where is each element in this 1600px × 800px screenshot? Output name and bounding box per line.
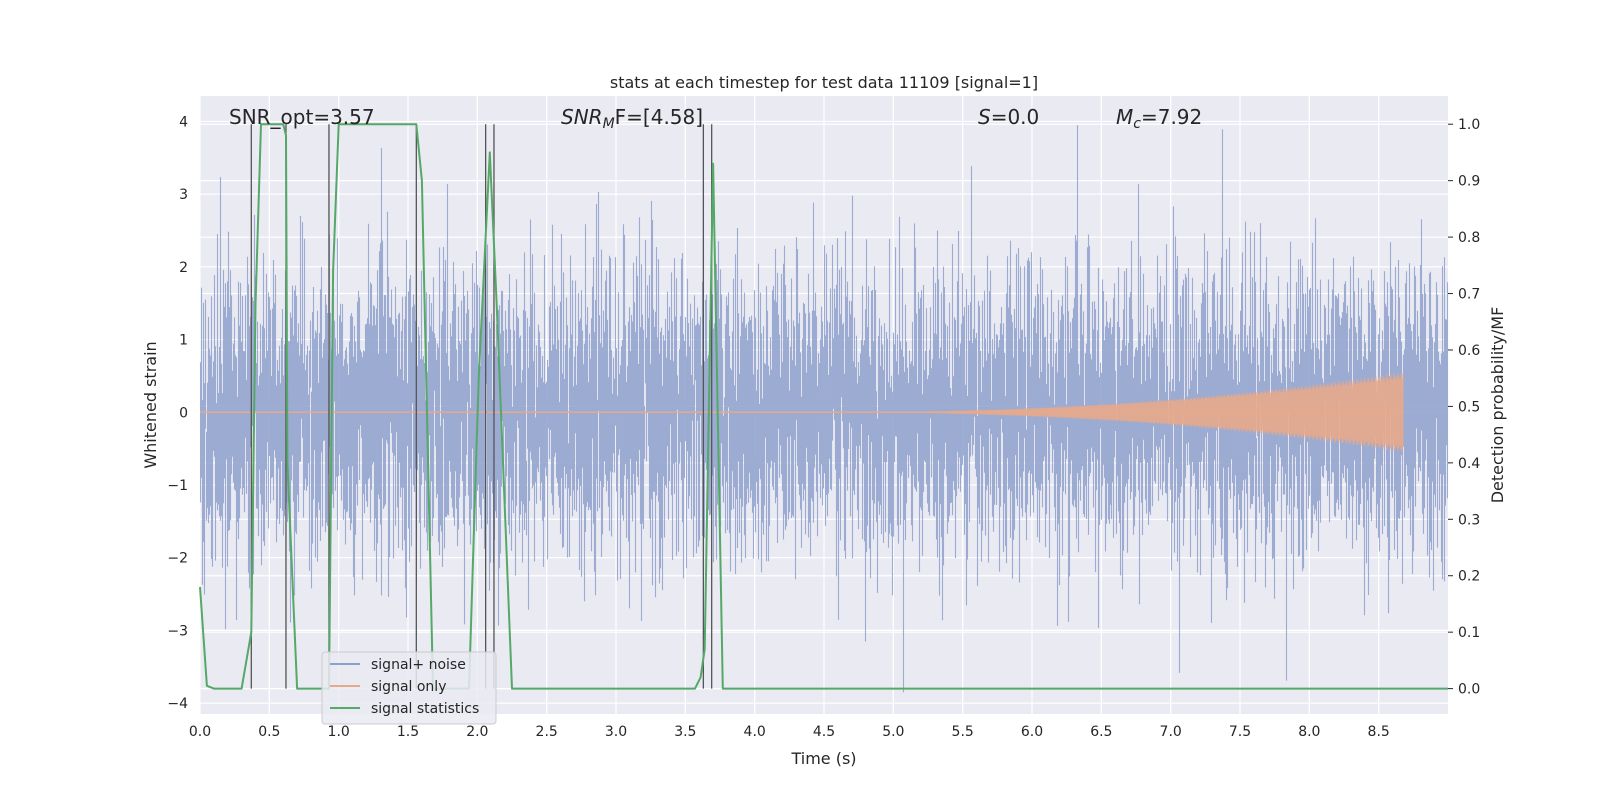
x-axis-label: Time (s) bbox=[790, 749, 856, 768]
y2-tick-label-3: 0.3 bbox=[1458, 512, 1480, 528]
y-tick-label-2: −2 bbox=[167, 551, 188, 567]
plot-content bbox=[199, 123, 1449, 693]
y-tick-label-5: 1 bbox=[179, 333, 188, 349]
y2-tick-label-0: 0.0 bbox=[1458, 682, 1480, 698]
y2-tick-label-2: 0.2 bbox=[1458, 569, 1480, 585]
y-axis-label: Whitened strain bbox=[141, 341, 160, 468]
x-tick-label-14: 7.0 bbox=[1160, 724, 1182, 740]
x-axis-ticks: 0.0 0.5 1.0 1.5 2.0 2.5 3.0 3.5 4.0 4.5 5.0 5.5 6.0 6… bbox=[189, 724, 1390, 740]
annotation-snr-mf: SNRMF=[4.58] bbox=[561, 105, 703, 132]
annotation-snr-opt: SNR_opt=3.57 bbox=[229, 105, 375, 129]
s-value: =0.0 bbox=[991, 105, 1040, 129]
y-tick-label-8: 4 bbox=[179, 114, 188, 130]
y2-tick-label-1: 0.1 bbox=[1458, 625, 1480, 641]
y2-tick-label-10: 1.0 bbox=[1458, 117, 1480, 133]
y2-tick-label-7: 0.7 bbox=[1458, 287, 1480, 303]
y-tick-label-3: −1 bbox=[167, 478, 188, 494]
x-tick-label-12: 6.0 bbox=[1021, 724, 1043, 740]
y2-axis-ticks: 0.0 0.1 0.2 0.3 0.4 0.5 0.6 0.7 0.8 0.9 1.0 bbox=[1448, 117, 1480, 698]
mc-subscript: c bbox=[1133, 116, 1141, 132]
y2-tick-label-6: 0.6 bbox=[1458, 343, 1480, 359]
x-tick-label-6: 3.0 bbox=[605, 724, 627, 740]
y-tick-label-0: −4 bbox=[167, 696, 188, 712]
signal-only-trace bbox=[842, 372, 1404, 452]
snr-mf-prefix: SNR bbox=[561, 105, 603, 129]
x-tick-label-17: 8.5 bbox=[1368, 724, 1390, 740]
x-tick-label-7: 3.5 bbox=[674, 724, 696, 740]
s-variable: S bbox=[978, 105, 991, 129]
annotation-mc: Mc=7.92 bbox=[1116, 105, 1202, 132]
x-tick-label-0: 0.0 bbox=[189, 724, 211, 740]
x-tick-label-10: 5.0 bbox=[882, 724, 904, 740]
snr-mf-suffix: F=[4.58] bbox=[615, 105, 703, 129]
chart-title: stats at each timestep for test data 111… bbox=[610, 73, 1038, 92]
x-tick-label-9: 4.5 bbox=[813, 724, 835, 740]
y2-tick-label-8: 0.8 bbox=[1458, 230, 1480, 246]
legend-label-signal-plus-noise: signal+ noise bbox=[371, 657, 466, 673]
annotation-s: S=0.0 bbox=[978, 105, 1039, 129]
mc-value: =7.92 bbox=[1141, 105, 1202, 129]
y-tick-label-4: 0 bbox=[179, 405, 188, 421]
y2-axis-label: Detection probability/MF bbox=[1488, 307, 1507, 504]
y-tick-label-6: 2 bbox=[179, 260, 188, 276]
x-tick-label-1: 0.5 bbox=[258, 724, 280, 740]
x-tick-label-4: 2.0 bbox=[466, 724, 488, 740]
series-signal-only bbox=[200, 372, 1404, 452]
x-tick-label-16: 8.0 bbox=[1298, 724, 1320, 740]
series-signal-statistics bbox=[199, 123, 1448, 690]
y-tick-label-7: 3 bbox=[179, 187, 188, 203]
x-tick-label-15: 7.5 bbox=[1229, 724, 1251, 740]
x-tick-label-11: 5.5 bbox=[952, 724, 974, 740]
y2-tick-label-9: 0.9 bbox=[1458, 174, 1480, 190]
x-tick-label-8: 4.0 bbox=[744, 724, 766, 740]
x-tick-label-2: 1.0 bbox=[328, 724, 350, 740]
signal-statistics-line bbox=[199, 123, 1448, 690]
y2-tick-label-5: 0.5 bbox=[1458, 399, 1480, 415]
legend: signal+ noise signal only signal statist… bbox=[321, 651, 497, 725]
y-tick-label-1: −3 bbox=[167, 623, 188, 639]
legend-label-signal-statistics: signal statistics bbox=[371, 701, 479, 717]
y2-tick-label-4: 0.4 bbox=[1458, 456, 1480, 472]
y-axis-ticks: −4 −3 −2 −1 0 1 2 3 4 bbox=[167, 114, 188, 712]
snr-mf-subscript: M bbox=[603, 116, 615, 132]
legend-label-signal-only: signal only bbox=[371, 679, 446, 695]
x-tick-label-3: 1.5 bbox=[397, 724, 419, 740]
x-tick-label-5: 2.5 bbox=[536, 724, 558, 740]
x-tick-label-13: 6.5 bbox=[1090, 724, 1112, 740]
mc-variable: M bbox=[1116, 105, 1133, 129]
legend-box bbox=[321, 651, 497, 725]
